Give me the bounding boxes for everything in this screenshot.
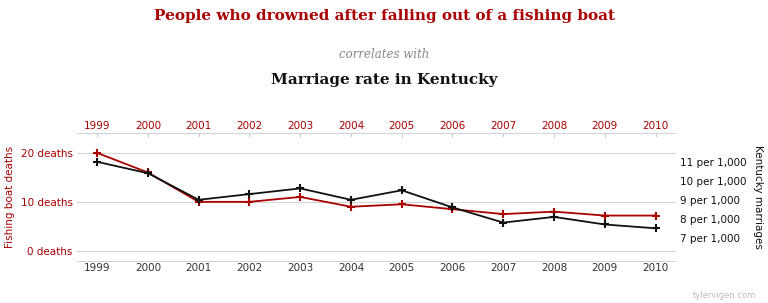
Text: Marriage rate in Kentucky: Marriage rate in Kentucky xyxy=(271,73,497,87)
Y-axis label: Fishing boat deaths: Fishing boat deaths xyxy=(5,146,15,248)
Text: correlates with: correlates with xyxy=(339,48,429,62)
Text: tylervigen.com: tylervigen.com xyxy=(694,291,756,300)
Text: People who drowned after falling out of a fishing boat: People who drowned after falling out of … xyxy=(154,9,614,23)
Y-axis label: Kentucky marriages: Kentucky marriages xyxy=(753,145,763,249)
